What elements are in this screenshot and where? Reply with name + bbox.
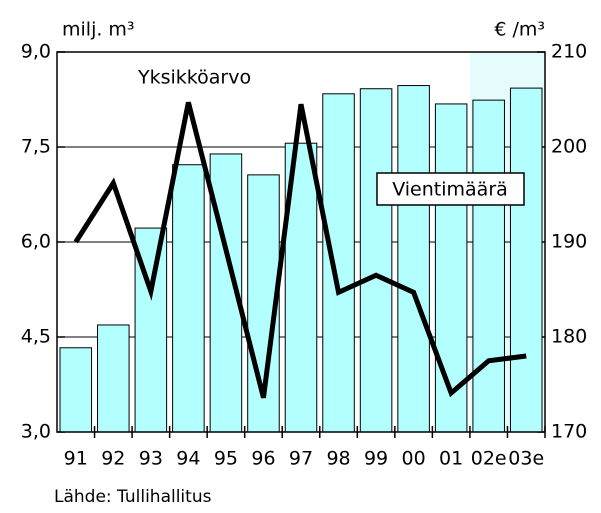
bar [322,93,355,433]
y2-tick-label: 210 [551,41,587,63]
y2-tick-label: 200 [551,136,587,158]
y2-tick-label: 170 [551,421,587,443]
x-tick-label: 99 [364,448,388,470]
y2-tick-label: 190 [551,231,587,253]
bar [509,87,543,433]
line [73,101,527,399]
y2-tick-label: 180 [551,326,587,348]
x-tick-label: 01 [439,448,463,470]
bar [359,88,393,433]
bar [59,347,93,433]
x-tick-label: 97 [289,448,313,470]
x-tick-label: 02e [471,448,507,470]
x-tick-label: 94 [176,448,200,470]
bar-label: Vientimäärä [392,179,508,201]
x-tick-label: 93 [139,448,163,470]
y2-axis-label: € /m³ [494,19,545,41]
bar [472,99,505,433]
line-label: Yksikköarvo [137,67,251,89]
y-tick-label: 3,0 [21,421,51,443]
x-tick-label: 98 [326,448,350,470]
x-tick-label: 95 [214,448,238,470]
bar [434,103,468,433]
x-tick-label: 00 [402,448,426,470]
y-tick-label: 7,5 [21,136,51,158]
plot-frame [56,51,546,433]
y-axis-label: milj. m³ [62,19,135,41]
y-tick-label: 9,0 [21,41,51,63]
x-tick-label: 03e [508,448,544,470]
bar [97,324,130,433]
bar [397,85,430,433]
x-tick-label: 91 [64,448,88,470]
y-tick-label: 6,0 [21,231,51,253]
x-tick-label: 96 [251,448,275,470]
bar [172,164,205,433]
x-tick-label: 92 [101,448,125,470]
y-tick-label: 4,5 [21,326,51,348]
source: Lähde: Tullihallitus [54,487,212,507]
bar-label-box [376,172,525,206]
